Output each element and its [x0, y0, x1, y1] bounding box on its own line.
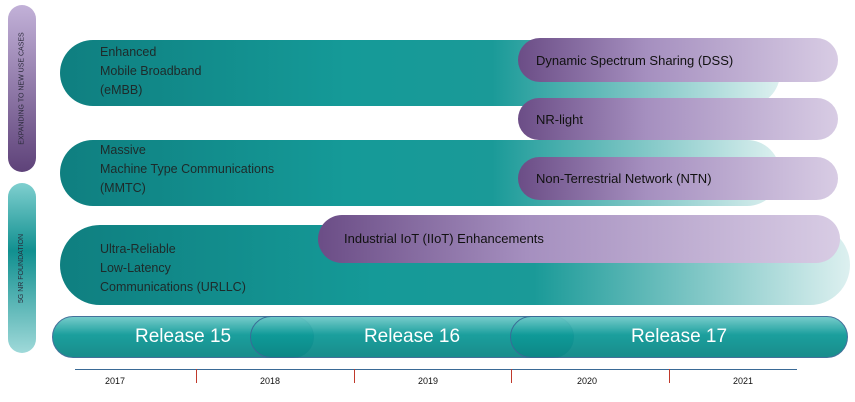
tick: [196, 369, 197, 383]
year-label: 2019: [418, 376, 439, 386]
nr-foundation-pill: 5G NR FOUNDATION: [8, 183, 36, 353]
year-label: 2020: [577, 376, 598, 386]
tick: [354, 369, 355, 383]
mmtc-label: Massive Machine Type Communications (MMTC): [100, 143, 275, 195]
expanding-use-cases-pill: EXPANDING TO NEW USE CASES: [8, 5, 36, 172]
tick: [511, 369, 512, 383]
nr-light-band: NR-light: [518, 98, 838, 140]
timeline-axis: [75, 369, 797, 370]
ntn-band: Non-Terrestrial Network (NTN): [518, 157, 838, 200]
year-label: 2017: [105, 376, 126, 386]
release-17: Release 17: [510, 316, 848, 358]
urllc-label: Ultra-Reliable Low-Latency Communications …: [100, 242, 246, 294]
embb-label: Enhanced Mobile Broadband (eMBB): [100, 45, 202, 97]
foundation-label: 5G NR FOUNDATION: [18, 233, 26, 303]
dss-band: Dynamic Spectrum Sharing (DSS): [518, 38, 838, 82]
year-label: 2018: [260, 376, 281, 386]
year-label: 2021: [733, 376, 754, 386]
iiot-band: Industrial IoT (IIoT) Enhancements: [318, 215, 840, 263]
tick: [669, 369, 670, 383]
expanding-label: EXPANDING TO NEW USE CASES: [18, 32, 26, 145]
